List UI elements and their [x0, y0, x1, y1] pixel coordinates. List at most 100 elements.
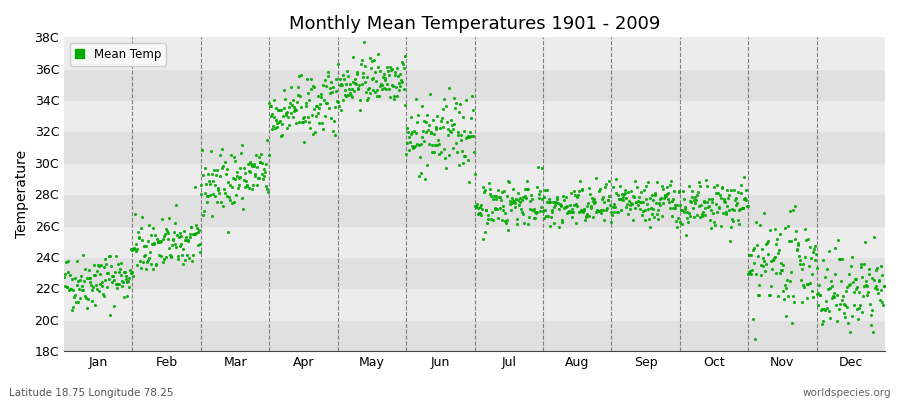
- Point: [518, 195, 533, 202]
- Point: [284, 110, 299, 116]
- Point: [240, 183, 255, 190]
- Point: [612, 182, 626, 189]
- Point: [704, 224, 718, 231]
- Point: [878, 283, 892, 290]
- Point: [65, 306, 79, 313]
- Point: [799, 295, 814, 301]
- Point: [840, 284, 854, 290]
- Point: [531, 164, 545, 171]
- Point: [502, 179, 517, 185]
- Point: [572, 209, 586, 215]
- Point: [453, 100, 467, 107]
- Point: [447, 95, 462, 101]
- Point: [724, 187, 738, 194]
- Point: [598, 181, 613, 187]
- Point: [58, 259, 73, 265]
- Point: [174, 233, 188, 240]
- Point: [688, 194, 703, 200]
- Point: [773, 231, 788, 237]
- Point: [133, 258, 148, 264]
- Point: [718, 199, 733, 205]
- Point: [410, 112, 425, 118]
- Point: [178, 237, 193, 243]
- Point: [761, 250, 776, 257]
- Point: [189, 222, 203, 228]
- Point: [112, 266, 127, 273]
- Point: [439, 103, 454, 109]
- Point: [496, 207, 510, 214]
- Point: [700, 198, 715, 205]
- Point: [691, 202, 706, 209]
- Point: [618, 187, 633, 194]
- Point: [744, 271, 759, 277]
- Point: [867, 234, 881, 240]
- Point: [369, 86, 383, 93]
- Point: [129, 241, 143, 248]
- Point: [730, 217, 744, 224]
- Point: [576, 208, 590, 215]
- Point: [60, 258, 75, 264]
- Point: [690, 212, 705, 218]
- Point: [475, 206, 490, 212]
- Point: [417, 118, 431, 125]
- Point: [413, 170, 428, 176]
- Point: [788, 203, 803, 209]
- Point: [552, 223, 566, 230]
- Point: [828, 271, 842, 277]
- Point: [871, 278, 886, 285]
- Point: [550, 196, 564, 202]
- Point: [789, 246, 804, 253]
- Point: [637, 187, 652, 194]
- Point: [755, 255, 770, 261]
- Point: [255, 171, 269, 177]
- Point: [253, 158, 267, 165]
- Point: [599, 204, 614, 211]
- Point: [309, 113, 323, 119]
- Point: [488, 206, 502, 213]
- Point: [88, 272, 103, 278]
- Point: [514, 206, 528, 212]
- Point: [64, 286, 78, 292]
- Point: [285, 97, 300, 104]
- Point: [130, 246, 144, 252]
- Point: [74, 273, 88, 280]
- Point: [829, 302, 843, 308]
- Point: [228, 158, 242, 164]
- Point: [409, 96, 423, 102]
- Point: [93, 280, 107, 287]
- Point: [276, 113, 291, 120]
- Point: [494, 197, 508, 203]
- Point: [549, 199, 563, 206]
- Point: [866, 328, 880, 335]
- Point: [676, 188, 690, 194]
- Point: [790, 240, 805, 246]
- Point: [208, 182, 222, 188]
- Point: [346, 78, 361, 85]
- Point: [856, 292, 870, 299]
- Point: [189, 230, 203, 236]
- Point: [652, 196, 667, 202]
- Point: [616, 197, 631, 203]
- Point: [366, 87, 381, 93]
- Point: [610, 209, 625, 215]
- Point: [275, 121, 290, 128]
- Point: [315, 120, 329, 126]
- Point: [214, 199, 229, 205]
- Point: [760, 240, 774, 246]
- Point: [77, 293, 92, 299]
- Point: [590, 208, 605, 214]
- Point: [810, 290, 824, 297]
- Point: [479, 207, 493, 214]
- Point: [384, 82, 399, 88]
- Point: [579, 214, 593, 220]
- Point: [657, 194, 671, 201]
- Point: [162, 245, 176, 251]
- Point: [104, 263, 118, 269]
- Point: [870, 265, 885, 272]
- Point: [814, 307, 828, 313]
- Point: [628, 204, 643, 211]
- Point: [176, 261, 190, 268]
- Point: [593, 207, 608, 214]
- Bar: [64, 257, 885, 288]
- Point: [78, 266, 93, 272]
